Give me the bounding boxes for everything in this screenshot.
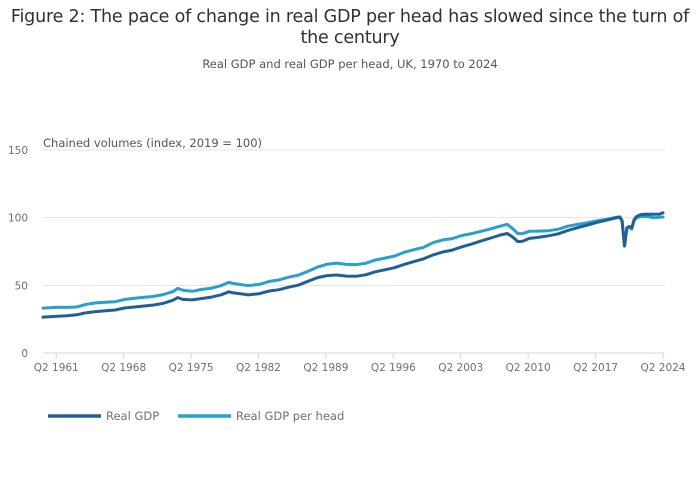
gridlines: [43, 149, 665, 286]
legend-item-real-gdp-per-head[interactable]: Real GDP per head: [178, 409, 344, 423]
legend-item-real-gdp[interactable]: Real GDP: [48, 409, 159, 423]
y-tick-label: 0: [21, 348, 28, 360]
chart-title: Figure 2: The pace of change in real GDP…: [10, 7, 690, 48]
y-axis: 0 50 100 150: [8, 145, 28, 360]
x-tick-label: Q2 1982: [236, 362, 281, 374]
x-tick-label: Q2 1989: [303, 362, 348, 374]
x-axis: Q2 1961 Q2 1968 Q2 1975 Q2 1982 Q2 1989 Q2 19…: [34, 352, 686, 374]
legend: Real GDP Real GDP per head: [48, 409, 344, 423]
x-tick-label: Q2 2003: [438, 362, 483, 374]
series-lines: [41, 211, 665, 319]
y-tick-label: 50: [15, 280, 28, 292]
chart-subtitle: Real GDP and real GDP per head, UK, 1970…: [202, 57, 498, 71]
x-tick-label: Q2 1961: [34, 362, 79, 374]
legend-label: Real GDP: [106, 409, 159, 423]
y-axis-title: Chained volumes (index, 2019 = 100): [43, 136, 262, 150]
y-tick-label: 100: [8, 213, 28, 225]
x-tick-label: Q2 2017: [573, 362, 618, 374]
x-tick-label: Q2 1996: [371, 362, 416, 374]
x-tick-label: Q2 2024: [640, 362, 685, 374]
series-line-real-gdp[interactable]: [41, 211, 665, 319]
x-tick-label: Q2 2010: [506, 362, 551, 374]
x-tick-label: Q2 1968: [101, 362, 146, 374]
y-tick-label: 150: [8, 145, 28, 157]
legend-label: Real GDP per head: [236, 409, 344, 423]
x-tick-label: Q2 1975: [169, 362, 214, 374]
